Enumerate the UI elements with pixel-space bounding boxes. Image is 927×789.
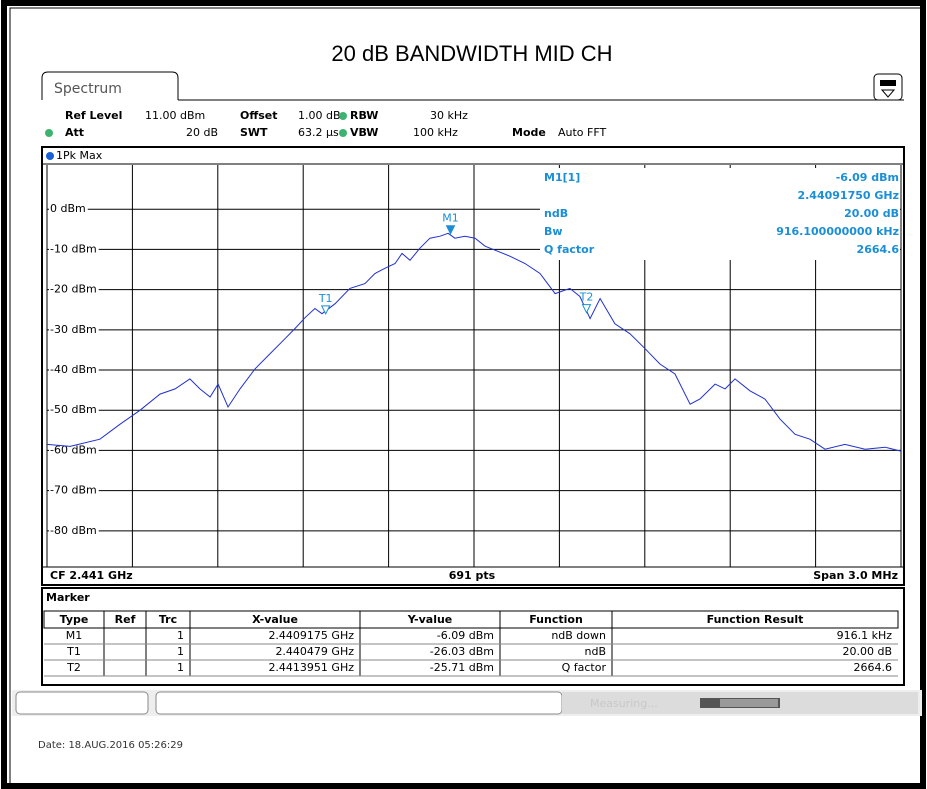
y-tick-label: -60 dBm — [50, 443, 97, 456]
marker-label: T2 — [579, 291, 594, 304]
header-field: 30 kHz — [430, 109, 468, 122]
marker-info-value: -6.09 dBm — [836, 171, 899, 184]
y-tick-label: -10 dBm — [50, 242, 97, 255]
header-field: 20 dB — [186, 126, 218, 139]
y-tick-label: -70 dBm — [50, 484, 97, 497]
marker — [445, 225, 456, 235]
table-cell: 2664.6 — [854, 661, 893, 674]
footer-field: Span 3.0 MHz — [813, 569, 898, 582]
header-field: 100 kHz — [413, 126, 458, 139]
marker-box — [41, 587, 905, 686]
marker-info-label: Q factor — [544, 243, 595, 256]
marker-info-label: ndB — [544, 207, 568, 220]
marker-info-value: 20.00 dB — [844, 207, 899, 220]
progress-icon — [720, 699, 778, 707]
header-field: Offset — [240, 109, 278, 122]
header-field: Mode — [512, 126, 546, 139]
trace — [47, 232, 901, 452]
footer-field: CF 2.441 GHz — [50, 569, 133, 582]
table-header: Trc — [159, 613, 177, 626]
menu-button[interactable] — [873, 73, 903, 101]
y-tick-bg — [49, 443, 99, 457]
tab-label: Spectrum — [54, 81, 122, 97]
table-cell: 1 — [177, 629, 184, 642]
marker-label: M1 — [442, 212, 459, 225]
y-tick-bg — [49, 202, 88, 216]
table-cell: 1 — [177, 661, 184, 674]
table-cell: -25.71 dBm — [430, 661, 494, 674]
marker-label: T1 — [318, 292, 333, 305]
tab[interactable] — [41, 71, 179, 100]
table-cell: ndB — [584, 645, 606, 658]
frame-inner — [9, 7, 923, 785]
table-cell: 20.00 dB — [842, 645, 892, 658]
table-cell: M1 — [66, 629, 83, 642]
table-cell: 2.440479 GHz — [275, 645, 354, 658]
y-tick-bg — [49, 322, 99, 336]
marker-info-bg — [540, 168, 900, 260]
trace-label: 1Pk Max — [56, 149, 103, 162]
table-cell: 1 — [177, 645, 184, 658]
y-tick-label: 0 dBm — [50, 202, 86, 215]
table-cell: 2.4413951 GHz — [268, 661, 354, 674]
table-cell: ndB down — [551, 629, 606, 642]
table-cell: 916.1 kHz — [837, 629, 893, 642]
status-field — [155, 691, 563, 715]
header-field: VBW — [350, 126, 378, 139]
menu-icon — [880, 80, 896, 86]
header-field: Ref Level — [65, 109, 122, 122]
table-header: Function — [529, 613, 583, 626]
table-cell: T2 — [66, 661, 81, 674]
y-tick-bg — [49, 523, 99, 537]
title: 20 dB BANDWIDTH MID CH — [331, 41, 612, 66]
trace-dot — [46, 152, 54, 160]
header-field: Att — [65, 126, 84, 139]
header-field: 11.00 dBm — [145, 109, 205, 122]
marker-info-label: M1[1] — [544, 171, 580, 184]
header-field: 1.00 dB — [298, 109, 341, 122]
y-tick-bg — [49, 403, 99, 417]
table-title: Marker — [46, 591, 90, 604]
table-header-bg — [43, 610, 899, 629]
marker — [320, 305, 331, 315]
status-dot — [45, 129, 53, 137]
header-field: RBW — [350, 109, 378, 122]
marker-info-label: Bw — [544, 225, 563, 238]
table-header: X-value — [252, 613, 298, 626]
marker — [581, 304, 592, 314]
y-tick-bg — [49, 282, 99, 296]
marker-info-value: 2.44091750 GHz — [797, 189, 899, 202]
header-field: Auto FFT — [558, 126, 606, 139]
table-cell: -26.03 dBm — [430, 645, 494, 658]
y-tick-label: -40 dBm — [50, 363, 97, 376]
table-header: Y-value — [407, 613, 453, 626]
y-tick-label: -80 dBm — [50, 524, 97, 537]
y-tick-bg — [49, 483, 99, 497]
date: Date: 18.AUG.2016 05:26:29 — [38, 740, 183, 751]
status-dot — [339, 112, 347, 120]
status-dot — [339, 129, 347, 137]
status-text: Measuring... — [590, 697, 658, 710]
y-tick-bg — [49, 363, 99, 377]
table-cell: Q factor — [562, 661, 607, 674]
header-field: 63.2 µs — [298, 126, 339, 139]
table-cell: -6.09 dBm — [437, 629, 494, 642]
header-field: SWT — [240, 126, 268, 139]
table-cell: 2.4409175 GHz — [268, 629, 354, 642]
table-header: Function Result — [707, 613, 804, 626]
y-tick-label: -30 dBm — [50, 323, 97, 336]
table-header: Type — [60, 613, 89, 626]
y-tick-bg — [49, 242, 99, 256]
menu-icon — [880, 89, 896, 98]
marker-info-value: 2664.6 — [857, 243, 900, 256]
table-cell: T1 — [66, 645, 81, 658]
footer-field: 691 pts — [449, 569, 496, 582]
table-header: Ref — [115, 613, 136, 626]
y-tick-label: -50 dBm — [50, 403, 97, 416]
status-field — [15, 691, 149, 715]
y-tick-label: -20 dBm — [50, 283, 97, 296]
marker-info-value: 916.100000000 kHz — [776, 225, 899, 238]
